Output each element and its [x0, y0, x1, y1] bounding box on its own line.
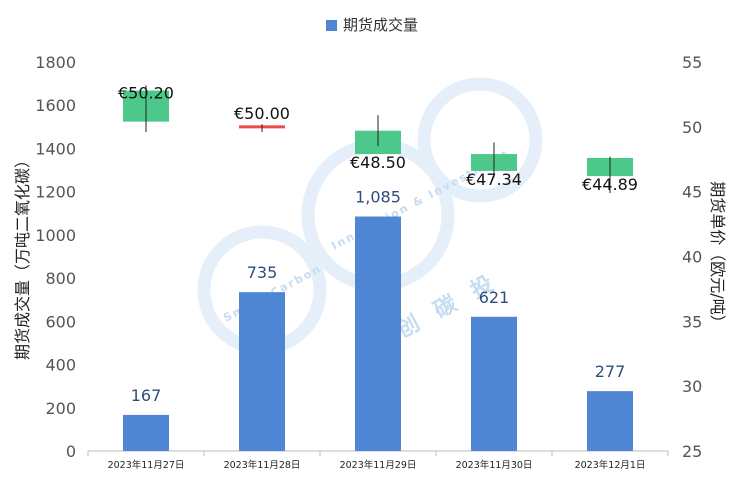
left-tick-label: 1000 — [35, 226, 76, 245]
x-tick-label: 2023年11月30日 — [456, 459, 533, 471]
price-label: €47.34 — [466, 170, 522, 189]
price-label: €50.00 — [234, 104, 290, 123]
left-tick-label: 1800 — [35, 53, 76, 72]
volume-bar-label: 277 — [595, 362, 626, 381]
price-candles: €50.20 €50.00 €48.50 €47.34 €44.89 — [118, 83, 638, 194]
x-tick-label: 2023年11月27日 — [108, 459, 185, 471]
volume-bars: 167 735 1,085 621 277 — [123, 188, 633, 451]
x-tick-label: 2023年11月29日 — [340, 459, 417, 471]
volume-bar — [587, 391, 633, 451]
legend-swatch — [325, 20, 337, 31]
price-label: €48.50 — [350, 153, 406, 172]
right-tick-label: 45 — [682, 183, 702, 202]
x-tick-label: 2023年12月1日 — [575, 459, 646, 471]
right-tick-label: 30 — [682, 377, 702, 396]
right-axis: 25 30 35 40 45 50 55 — [682, 53, 702, 461]
left-tick-label: 400 — [45, 356, 76, 375]
left-tick-label: 1600 — [35, 96, 76, 115]
left-tick-label: 0 — [66, 442, 76, 461]
left-tick-label: 1400 — [35, 139, 76, 158]
volume-bar-label: 621 — [479, 288, 510, 307]
right-tick-label: 55 — [682, 53, 702, 72]
volume-bar — [355, 216, 401, 451]
left-tick-label: 800 — [45, 269, 76, 288]
volume-bar — [239, 292, 285, 451]
price-label: €44.89 — [582, 175, 638, 194]
left-tick-label: 200 — [45, 399, 76, 418]
price-label: €50.20 — [118, 83, 174, 102]
left-tick-label: 1200 — [35, 183, 76, 202]
volume-bar-label: 167 — [131, 386, 162, 405]
watermark-ring — [417, 77, 543, 203]
right-tick-label: 35 — [682, 312, 702, 331]
volume-bar-label: 735 — [247, 263, 278, 282]
x-tick-label: 2023年11月28日 — [224, 459, 301, 471]
legend-label: 期货成交量 — [342, 16, 418, 34]
right-tick-label: 50 — [682, 118, 702, 137]
volume-bar — [123, 414, 169, 451]
volume-bar — [471, 316, 517, 451]
right-tick-label: 40 — [682, 248, 702, 267]
volume-bar-label: 1,085 — [355, 188, 401, 207]
left-tick-label: 600 — [45, 312, 76, 331]
right-tick-label: 25 — [682, 442, 702, 461]
legend: 期货成交量 — [0, 14, 744, 35]
left-axis: 0 200 400 600 800 1000 1200 1400 1600 1800 — [35, 53, 76, 461]
x-axis: 2023年11月27日 2023年11月28日 2023年11月29日 2023年11… — [87, 450, 669, 471]
